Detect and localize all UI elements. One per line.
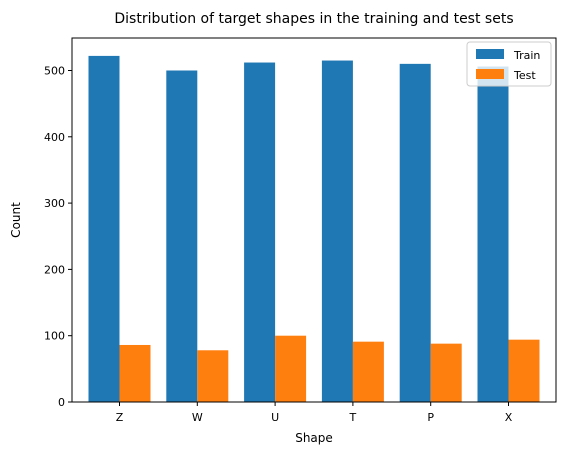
legend-swatch-train (476, 49, 504, 59)
bar-test-w (197, 350, 229, 402)
x-axis-label: Shape (295, 431, 333, 445)
y-tick-label: 300 (44, 197, 65, 210)
y-tick-label: 200 (44, 263, 65, 276)
legend-label-test: Test (513, 69, 536, 82)
plot-area-frame (71, 37, 557, 403)
bar-test-t (352, 341, 384, 402)
bar-train-p (399, 63, 431, 403)
x-tick-label: T (349, 411, 357, 424)
y-tick-label: 100 (44, 330, 65, 343)
bar-train-x (477, 66, 509, 403)
legend: Train Test (466, 41, 552, 87)
y-axis-label: Count (9, 202, 23, 238)
bar-train-u (244, 62, 276, 403)
bar-train-z (88, 55, 120, 402)
y-tick-label: 0 (58, 396, 65, 409)
x-tick-label: Z (116, 411, 124, 424)
bar-test-p (430, 343, 462, 402)
y-axis: 0 100 200 300 400 500 (44, 64, 72, 409)
bar-train-w (166, 70, 198, 402)
y-tick-label: 400 (44, 131, 65, 144)
chart-title: Distribution of target shapes in the tra… (114, 11, 513, 27)
x-tick-label: W (192, 411, 203, 424)
bar-test-z (119, 344, 151, 402)
x-tick-label: U (271, 411, 279, 424)
x-tick-label: P (427, 411, 434, 424)
legend-label-train: Train (513, 49, 540, 62)
y-tick-label: 500 (44, 64, 65, 77)
bar-train-t (321, 60, 353, 402)
bars-group (88, 55, 540, 403)
x-tick-label: X (505, 411, 513, 424)
bar-test-u (275, 335, 307, 402)
legend-swatch-test (476, 69, 504, 79)
bar-test-x (508, 339, 540, 402)
